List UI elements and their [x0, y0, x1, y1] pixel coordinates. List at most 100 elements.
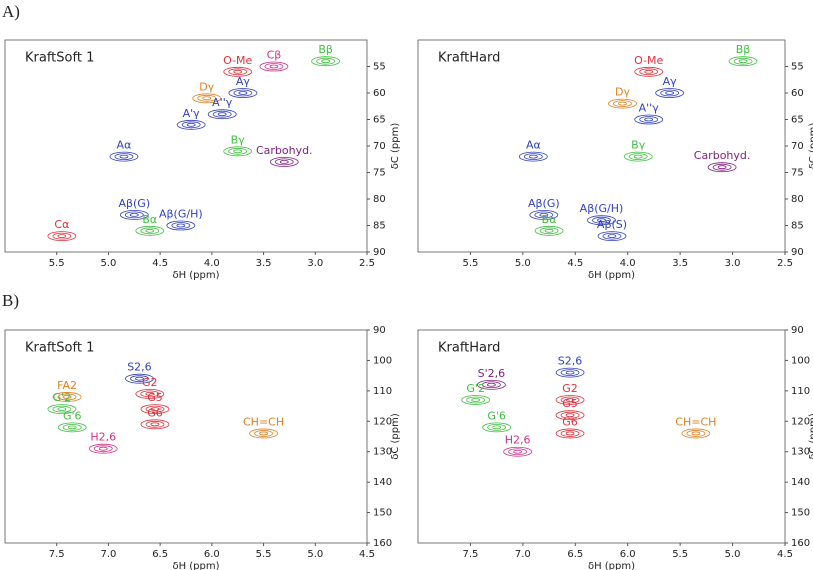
- chart-title: KraftSoft 1: [25, 51, 94, 66]
- x-tick-label: 5.0: [307, 549, 323, 560]
- contour: [274, 158, 294, 166]
- contour: [471, 398, 481, 402]
- signal-label: G'6: [487, 409, 506, 422]
- contour: [140, 390, 160, 398]
- contour: [192, 93, 222, 104]
- signal-label: Cα: [54, 218, 69, 231]
- signal-label: Aγ: [236, 75, 251, 88]
- x-tick-label: 5.5: [462, 258, 478, 269]
- contour: [686, 430, 706, 437]
- signal-label: S2,6: [127, 361, 151, 374]
- signal-label: G'2: [466, 382, 485, 395]
- contour: [655, 88, 685, 98]
- contour: [145, 420, 165, 428]
- contour: [140, 404, 170, 415]
- x-tick-label: 6.0: [204, 549, 220, 560]
- contour: [461, 395, 491, 405]
- contour: [644, 69, 654, 74]
- contour: [176, 223, 186, 228]
- contour: [269, 64, 279, 69]
- x-tick-label: 5.0: [100, 258, 116, 269]
- signal-label: G2: [142, 376, 158, 389]
- contour: [233, 89, 253, 97]
- contour: [602, 232, 622, 240]
- contour: [707, 162, 737, 173]
- contour: [608, 98, 637, 109]
- signal-label: Dγ: [199, 80, 214, 93]
- signal-label: Carbohyd.: [694, 149, 751, 162]
- y-tick-label: 160: [791, 538, 810, 549]
- signal-label: FA2: [57, 379, 77, 392]
- signal-label: Aβ(G): [528, 197, 560, 210]
- contour: [628, 153, 648, 161]
- contour: [228, 147, 248, 155]
- x-tick-label: 4.5: [777, 549, 793, 560]
- contour: [486, 382, 496, 387]
- contour: [466, 396, 486, 404]
- y-tick-label: 120: [373, 416, 392, 427]
- signal-label: Bα: [542, 213, 557, 226]
- contour: [150, 407, 160, 412]
- contour: [738, 59, 748, 64]
- signal-label: Bβ: [318, 43, 333, 56]
- contour: [47, 231, 77, 242]
- contour: [482, 422, 512, 433]
- y-tick-label: 120: [791, 416, 810, 427]
- contour: [311, 56, 341, 67]
- y-tick-label: 70: [791, 141, 804, 152]
- x-tick-label: 7.5: [462, 549, 478, 560]
- contour: [560, 411, 580, 419]
- chart-title: KraftHard: [438, 341, 500, 356]
- contour: [57, 234, 67, 239]
- y-tick-label: 85: [791, 221, 804, 232]
- x-tick-label: 5.5: [672, 549, 688, 560]
- signal-label: Dγ: [615, 86, 630, 99]
- contour: [633, 154, 643, 159]
- contour: [228, 68, 248, 76]
- signal-label: O-Me: [223, 54, 252, 67]
- y-tick-label: 130: [373, 447, 392, 458]
- contour: [681, 428, 711, 439]
- contour: [140, 419, 170, 430]
- contour: [481, 381, 501, 389]
- signal-label: G2: [562, 382, 578, 395]
- contour: [613, 100, 632, 107]
- contour: [565, 398, 575, 402]
- y-tick-label: 60: [791, 88, 804, 99]
- y-tick-label: 150: [373, 508, 392, 519]
- contour: [212, 110, 232, 118]
- x-tick-label: 4.0: [204, 258, 220, 269]
- signal-label: Aβ(S): [597, 218, 627, 231]
- x-tick-label: 7.0: [515, 549, 531, 560]
- signal-label: Aγ: [663, 75, 678, 88]
- contour: [207, 109, 237, 120]
- contour: [135, 225, 165, 236]
- contour: [176, 119, 206, 130]
- panel-label: B): [2, 291, 19, 310]
- contour: [555, 410, 585, 421]
- contour: [181, 121, 201, 129]
- y-tick-label: 110: [373, 386, 392, 397]
- contour: [560, 369, 580, 377]
- y-tick-label: 90: [373, 325, 386, 336]
- contour: [150, 422, 160, 427]
- x-tick-label: 7.5: [49, 549, 65, 560]
- contour: [223, 66, 253, 77]
- x-tick-label: 4.5: [359, 549, 375, 560]
- chart-title: KraftHard: [438, 51, 500, 66]
- contour: [321, 59, 331, 64]
- contour: [555, 395, 585, 405]
- y-axis-label: δC (ppm): [390, 413, 401, 460]
- contour: [529, 209, 559, 220]
- contour: [259, 431, 268, 436]
- contour: [513, 449, 523, 454]
- contour: [124, 211, 144, 219]
- contour: [717, 165, 727, 170]
- y-tick-label: 65: [373, 115, 386, 126]
- contour: [52, 405, 72, 413]
- y-tick-label: 60: [373, 88, 386, 99]
- contour: [476, 379, 506, 390]
- contour: [279, 159, 289, 164]
- contour: [130, 375, 149, 383]
- y-tick-label: 130: [791, 447, 810, 458]
